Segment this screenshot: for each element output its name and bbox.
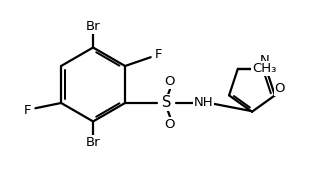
Text: F: F: [155, 48, 162, 61]
Text: NH: NH: [194, 96, 213, 109]
Text: F: F: [24, 103, 31, 117]
Text: O: O: [165, 75, 175, 88]
Text: CH₃: CH₃: [252, 62, 276, 75]
Text: Br: Br: [86, 20, 100, 33]
Text: Br: Br: [86, 136, 100, 149]
Text: O: O: [274, 82, 285, 95]
Text: N: N: [260, 54, 269, 67]
Text: O: O: [165, 118, 175, 131]
Text: S: S: [162, 95, 171, 111]
